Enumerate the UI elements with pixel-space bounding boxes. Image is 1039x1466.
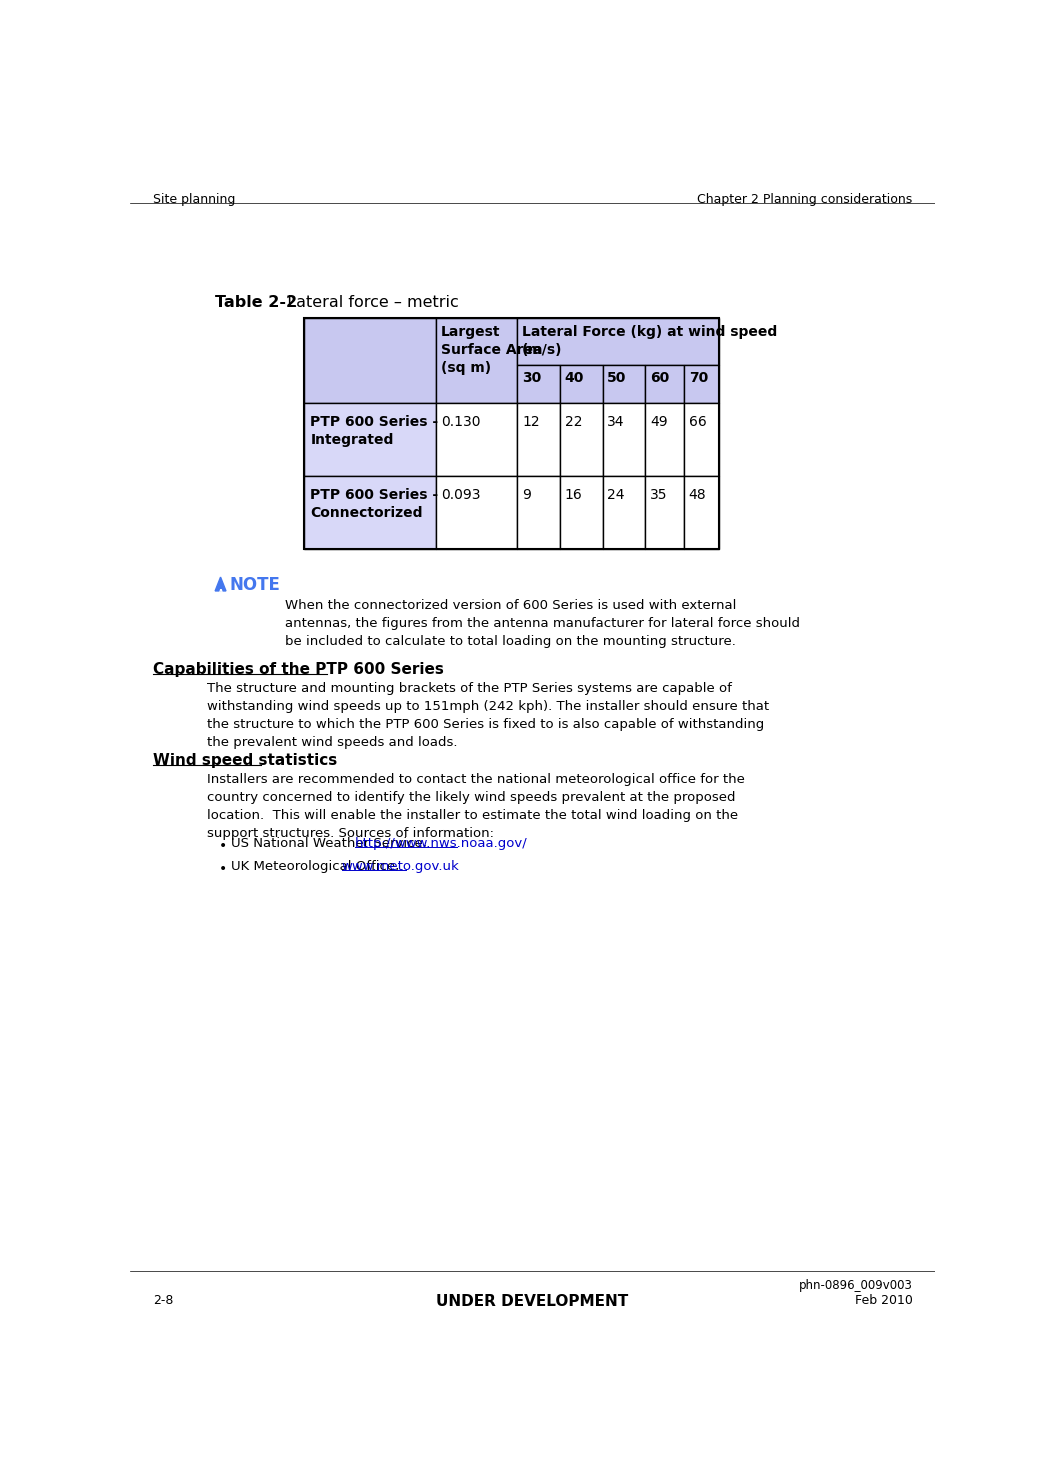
Text: 16: 16	[564, 488, 583, 501]
Bar	[304, 318, 436, 403]
Bar	[645, 476, 684, 550]
Bar	[517, 365, 560, 403]
Text: 0.093: 0.093	[441, 488, 480, 501]
Bar	[436, 476, 517, 550]
Text: 24: 24	[607, 488, 624, 501]
Text: Wind speed statistics: Wind speed statistics	[153, 752, 338, 768]
Text: Site planning: Site planning	[153, 194, 236, 205]
Text: Lateral Force (kg) at wind speed
(m/s): Lateral Force (kg) at wind speed (m/s)	[522, 324, 777, 356]
Bar	[603, 365, 645, 403]
Polygon shape	[215, 578, 225, 591]
Text: 40: 40	[564, 371, 584, 384]
Bar	[436, 318, 517, 403]
Bar	[304, 476, 436, 550]
Text: US National Weather Service,: US National Weather Service,	[231, 837, 431, 850]
Text: 2-8: 2-8	[153, 1294, 174, 1308]
Bar	[560, 476, 603, 550]
Text: 70: 70	[689, 371, 708, 384]
Text: 60: 60	[650, 371, 669, 384]
Bar	[684, 365, 719, 403]
Text: When the connectorized version of 600 Series is used with external
antennas, the: When the connectorized version of 600 Se…	[285, 598, 800, 648]
Text: www.meto.gov.uk: www.meto.gov.uk	[342, 861, 459, 874]
Text: •: •	[219, 862, 228, 877]
Bar	[684, 403, 719, 476]
Text: 35: 35	[650, 488, 667, 501]
Text: UNDER DEVELOPMENT: UNDER DEVELOPMENT	[436, 1294, 629, 1309]
Bar	[684, 476, 719, 550]
Bar	[645, 365, 684, 403]
Text: Largest
Surface Area
(sq m): Largest Surface Area (sq m)	[441, 324, 542, 375]
Text: 0.130: 0.130	[441, 415, 480, 428]
Text: 9: 9	[522, 488, 531, 501]
Bar	[517, 476, 560, 550]
Text: The structure and mounting brackets of the PTP Series systems are capable of
wit: The structure and mounting brackets of t…	[208, 682, 770, 749]
Text: Chapter 2 Planning considerations: Chapter 2 Planning considerations	[697, 194, 912, 205]
Bar	[304, 403, 436, 476]
Text: 48: 48	[689, 488, 707, 501]
Text: Feb 2010: Feb 2010	[855, 1294, 912, 1308]
Bar	[560, 365, 603, 403]
Bar	[517, 403, 560, 476]
Text: phn-0896_009v003: phn-0896_009v003	[799, 1278, 912, 1292]
Text: •: •	[219, 839, 228, 853]
Text: http://www.nws.noaa.gov/: http://www.nws.noaa.gov/	[354, 837, 528, 850]
Text: 22: 22	[564, 415, 582, 428]
Bar	[436, 403, 517, 476]
Bar	[560, 403, 603, 476]
Bar	[603, 476, 645, 550]
Text: UK Meteorological Office,: UK Meteorological Office,	[231, 861, 403, 874]
Text: 12: 12	[522, 415, 539, 428]
Bar	[603, 403, 645, 476]
Text: Installers are recommended to contact the national meteorological office for the: Installers are recommended to contact th…	[208, 773, 745, 840]
Text: PTP 600 Series -
Connectorized: PTP 600 Series - Connectorized	[311, 488, 438, 520]
Bar	[304, 318, 719, 550]
Text: NOTE: NOTE	[229, 576, 279, 594]
Text: Capabilities of the PTP 600 Series: Capabilities of the PTP 600 Series	[153, 661, 444, 677]
Text: 66: 66	[689, 415, 707, 428]
Text: Table 2-2: Table 2-2	[215, 295, 297, 311]
Text: Lateral force – metric: Lateral force – metric	[277, 295, 459, 311]
Text: 50: 50	[607, 371, 627, 384]
Text: 30: 30	[522, 371, 541, 384]
Text: PTP 600 Series -
Integrated: PTP 600 Series - Integrated	[311, 415, 438, 447]
Bar	[517, 318, 719, 365]
Text: 34: 34	[607, 415, 624, 428]
Bar	[645, 403, 684, 476]
Text: 49: 49	[650, 415, 667, 428]
Text: A: A	[217, 589, 223, 598]
